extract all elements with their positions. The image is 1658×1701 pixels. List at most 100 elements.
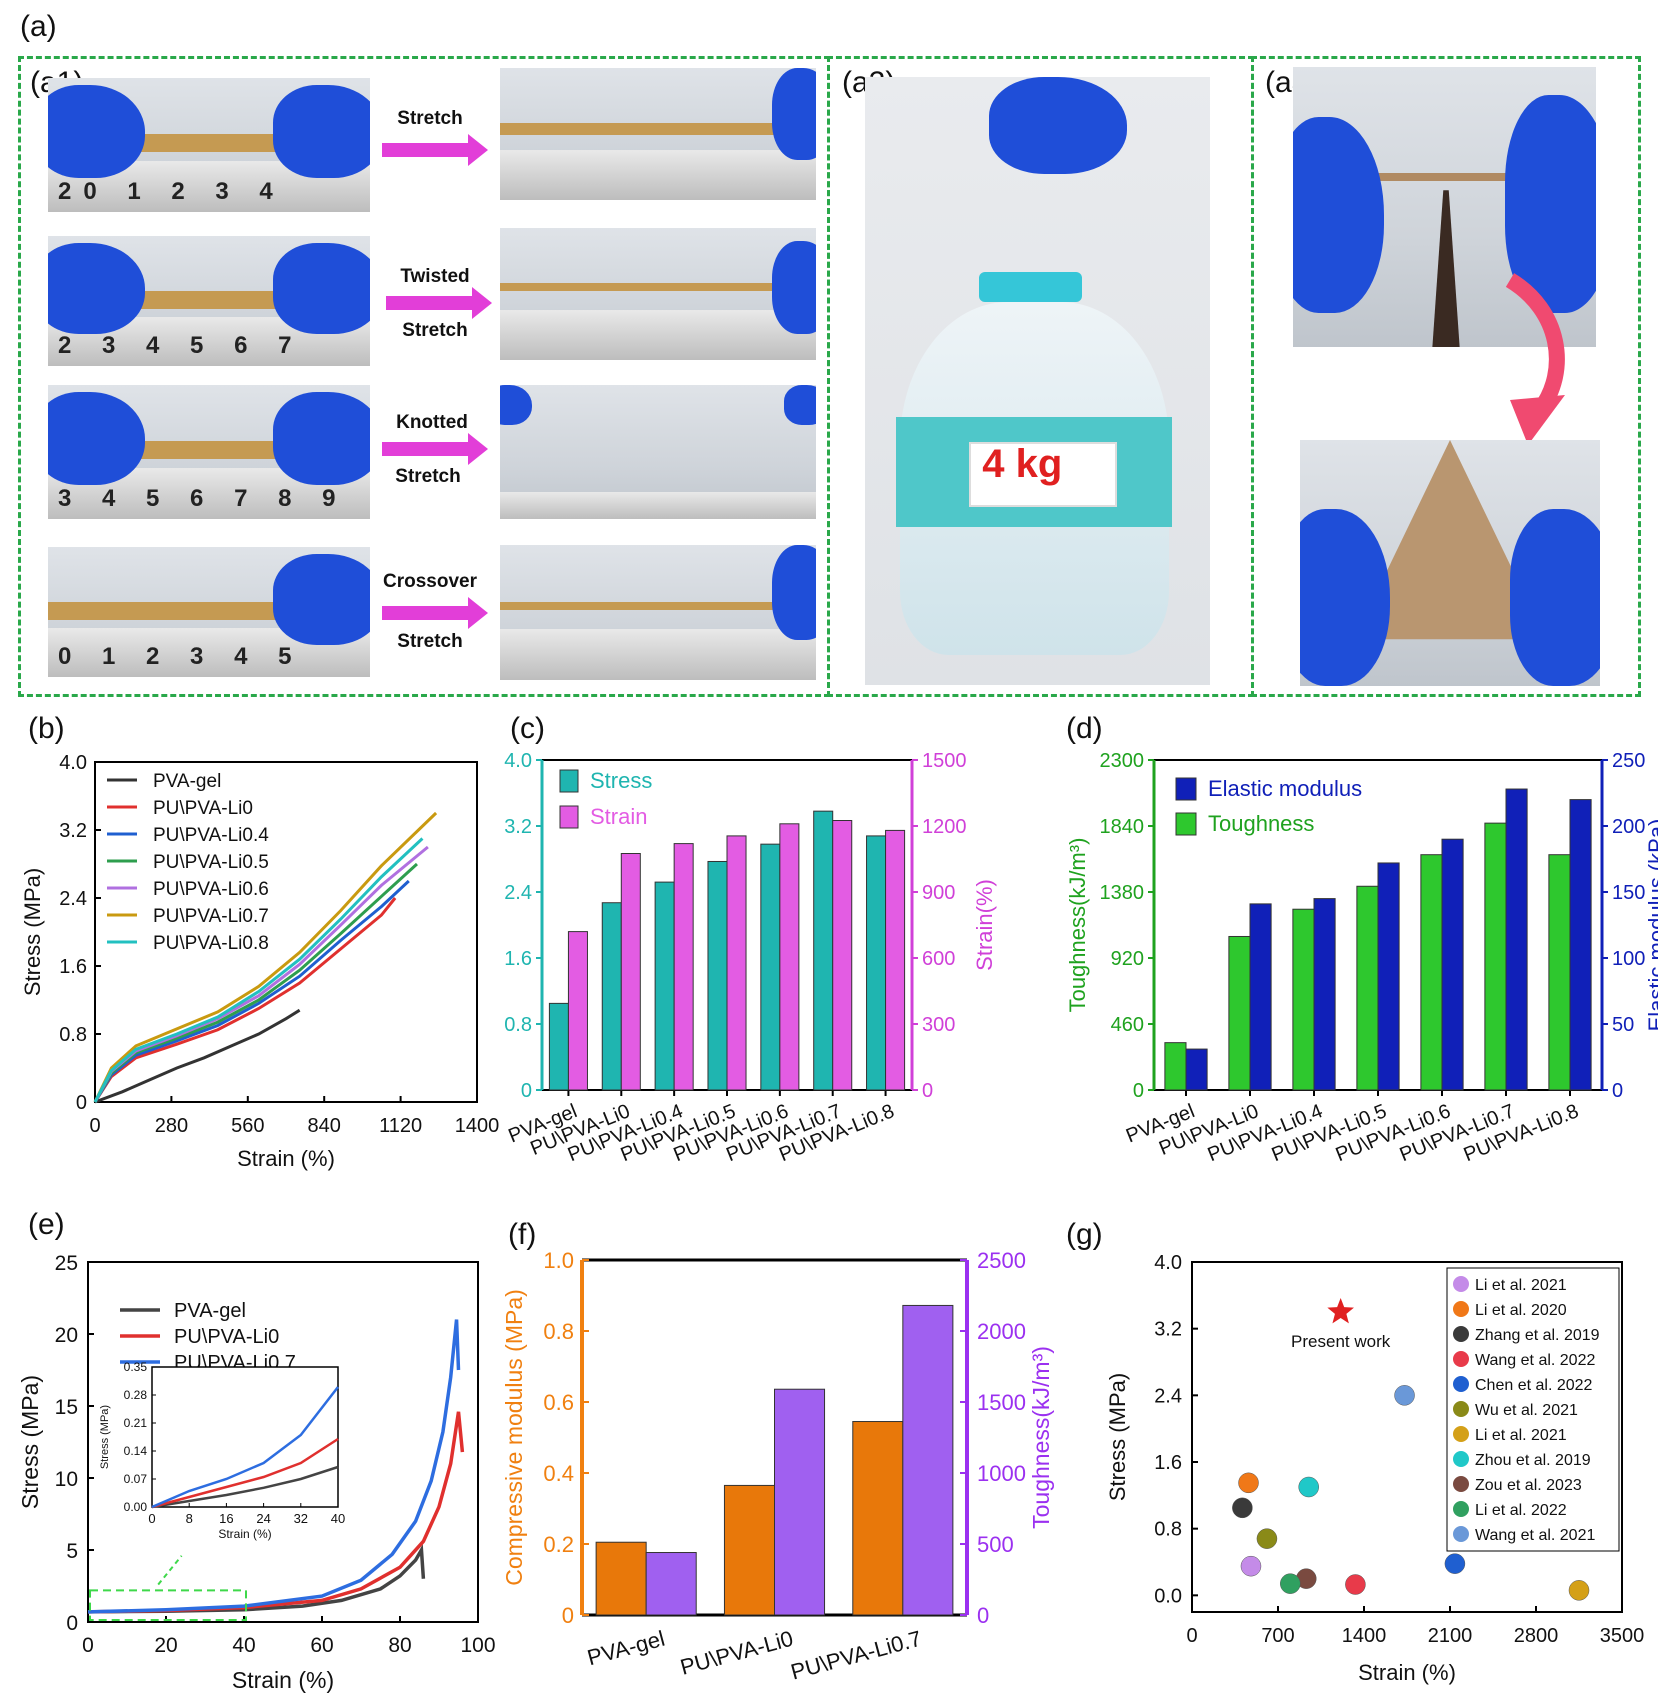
legend-label: Zhang et al. 2019 (1475, 1327, 1600, 1344)
bar-stress (813, 810, 834, 1091)
y-right-tick-label: 600 (922, 948, 955, 970)
inset-series-line-1 (151, 1437, 339, 1509)
legend-swatch (1453, 1301, 1469, 1317)
x-tick-label: 80 (388, 1634, 411, 1657)
bar-elastic-modulus (1441, 838, 1464, 1091)
x-tick-label: 700 (1261, 1625, 1294, 1647)
y-tick-label: 0.8 (1154, 1519, 1182, 1541)
legend-label: PVA-gel (174, 1300, 246, 1322)
bar-strain (726, 835, 747, 1091)
scatter-point (1280, 1573, 1301, 1594)
legend-swatch (559, 769, 579, 793)
bar-toughness (1420, 854, 1443, 1091)
series-line-2 (87, 1319, 461, 1614)
plot-frame (94, 761, 478, 1103)
bar-stress (866, 835, 887, 1091)
y-right-tick-label: 150 (1612, 882, 1645, 904)
arrow-2 (386, 287, 492, 319)
y-left-tick-label: 0 (521, 1080, 532, 1102)
series-line-0 (94, 1008, 301, 1104)
x-tick-label: PVA-gel (585, 1626, 668, 1671)
arrow-label-crossover-stretch: Stretch (397, 631, 463, 652)
inset-y-tick-label: 0.35 (124, 1360, 148, 1374)
y-left-tick-label: 2.4 (504, 882, 532, 904)
x-tick-label: 0 (1186, 1625, 1197, 1647)
y-axis-label: Stress (MPa) (1105, 1373, 1130, 1501)
legend-swatch (1453, 1326, 1469, 1342)
chart-f: 0 0.2 0.4 0.6 0.8 1.0 0 500 1000 1500 2000 2500 Comp… (501, 1248, 1054, 1685)
y-axis-label: Stress (MPa) (17, 1375, 43, 1509)
bar-elastic-modulus (1313, 898, 1336, 1091)
y-tick-label: 0 (76, 1092, 87, 1114)
y-left-tick-label: 1840 (1100, 816, 1145, 838)
y-right-tick-label: 1500 (977, 1390, 1026, 1415)
x-tick-label: 100 (460, 1634, 495, 1657)
bar-toughness (1356, 885, 1379, 1091)
present-work-label: Present work (1291, 1332, 1391, 1351)
photo-a3-top (1293, 67, 1596, 347)
x-tick-label: 0 (89, 1115, 100, 1137)
scatter-point (1238, 1472, 1259, 1494)
panel-label-g: (g) (1066, 1218, 1103, 1251)
bar-strain (567, 931, 588, 1091)
y-left-tick-label: 4.0 (504, 750, 532, 772)
inset-x-tick-label: 40 (331, 1511, 345, 1526)
plot-frame (87, 1261, 479, 1623)
y-right-tick-label: 250 (1612, 750, 1645, 772)
y-left-tick-label: 0.8 (504, 1014, 532, 1036)
photo-a1-row3-before: 3 4 5 6 7 8 9 (48, 385, 370, 519)
series-line-1 (93, 897, 397, 1103)
bar-toughness (1548, 854, 1571, 1091)
y-tick-label: 4.0 (59, 752, 87, 774)
panel-label-b: (b) (28, 712, 65, 745)
arrow-4 (382, 597, 488, 629)
bar-strain (673, 843, 694, 1091)
y-tick-label: 0.0 (1154, 1585, 1182, 1607)
legend-label: PU\PVA-Li0.5 (153, 852, 269, 873)
legend-label: Li et al. 2021 (1475, 1427, 1567, 1444)
y-tick-label: 2.4 (1154, 1385, 1182, 1407)
x-tick-label: 2800 (1514, 1625, 1559, 1647)
legend-label: Zhou et al. 2019 (1475, 1452, 1591, 1469)
y-right-tick-label: 300 (922, 1014, 955, 1036)
bar-compressive-modulus (723, 1484, 775, 1616)
photo-a2-bottle: 4 kg (865, 77, 1210, 685)
x-tick-label: 0 (82, 1634, 94, 1657)
inset-y-tick-label: 0.21 (124, 1416, 148, 1430)
inset-y-tick-label: 0.14 (124, 1444, 148, 1458)
legend-label: PU\PVA-Li0.7 (153, 906, 269, 927)
y-left-tick-label: 920 (1111, 948, 1144, 970)
x-axis-label: Strain (%) (237, 1146, 335, 1171)
zoom-pointer (157, 1555, 183, 1586)
legend-swatch (1453, 1376, 1469, 1392)
arrow-label-twisted: Twisted (400, 266, 470, 287)
arrow-label-knotted-stretch: Stretch (395, 466, 461, 487)
inset-y-axis-label: Stress (MPa) (99, 1405, 111, 1469)
photo-a1-row4-after (500, 545, 816, 680)
legend-label: Wang et al. 2021 (1475, 1527, 1595, 1544)
y-tick-label: 5 (66, 1540, 78, 1563)
x-axis-label: Strain (%) (1358, 1660, 1456, 1685)
inset-series-line-2 (151, 1386, 339, 1509)
y-tick-label: 3.2 (59, 820, 87, 842)
legend-label: Strain (590, 804, 647, 829)
chart-c: 00.81.62.43.24.0030060090012001500PVA-ge… (504, 750, 997, 1166)
arrow-1 (382, 134, 488, 166)
panel-label-c: (c) (510, 712, 545, 745)
y-left-tick-label: 460 (1111, 1014, 1144, 1036)
panel-label-e: (e) (28, 1208, 65, 1241)
x-tick-label: 1400 (1342, 1625, 1387, 1647)
legend-label: PU\PVA-Li0.6 (153, 879, 269, 900)
legend-swatch (1453, 1451, 1469, 1467)
y-right-tick-label: 500 (977, 1532, 1014, 1557)
legend-swatch (1175, 812, 1197, 836)
bar-toughness (902, 1304, 954, 1616)
scatter-point (1240, 1555, 1262, 1577)
panel-label-f: (f) (508, 1218, 537, 1251)
y-left-tick-label: 0 (1133, 1080, 1144, 1102)
legend-box (1446, 1267, 1620, 1552)
scatter-point (1444, 1553, 1466, 1574)
legend-swatch (1453, 1426, 1469, 1442)
y-left-tick-label: 0.2 (543, 1532, 574, 1557)
y-right-tick-label: 200 (1612, 816, 1645, 838)
